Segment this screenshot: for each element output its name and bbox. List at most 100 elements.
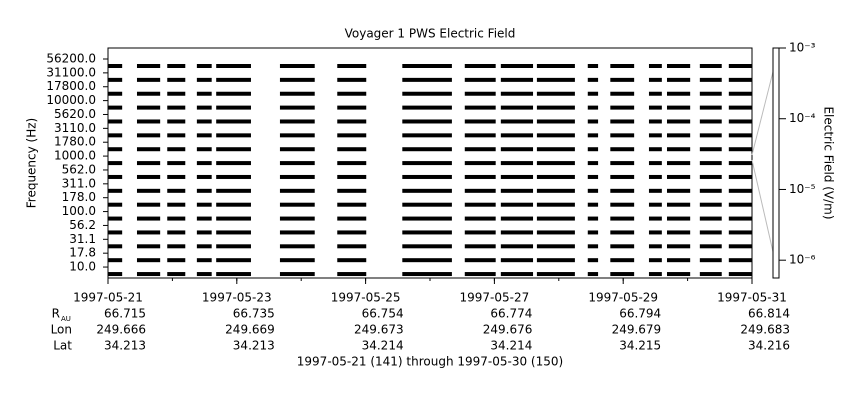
data-strip (337, 119, 367, 124)
y-tick-label: 5620.0 (54, 107, 96, 121)
y-tick-label: 31100.0 (46, 65, 96, 79)
data-strip (337, 133, 367, 138)
data-strip (196, 147, 212, 152)
data-strip (648, 91, 662, 96)
data-strip (196, 216, 212, 221)
data-strip (337, 244, 367, 249)
data-strip (500, 64, 534, 68)
data-strip (587, 202, 599, 207)
data-strip (337, 161, 367, 166)
data-strip (136, 161, 161, 166)
ephemeris-value: 66.794 (619, 307, 661, 321)
data-strip (648, 272, 662, 277)
data-strip (587, 105, 599, 110)
x-tick-label: 1997-05-29 (588, 291, 658, 305)
ephemeris-value: 34.215 (619, 339, 661, 353)
y-tick-label: 10000.0 (46, 93, 96, 107)
data-strip (136, 272, 161, 277)
data-strip (666, 202, 691, 207)
data-strip (108, 133, 123, 138)
caption: 1997-05-21 (141) through 1997-05-30 (150… (297, 355, 563, 369)
data-strip (279, 77, 315, 82)
data-strip (196, 105, 212, 110)
y-tick-label: 17800.0 (46, 79, 96, 93)
data-strip (337, 64, 367, 68)
data-strip (136, 119, 161, 124)
data-strip (587, 119, 599, 124)
data-strip (464, 133, 496, 138)
data-strip (337, 202, 367, 207)
data-strip (536, 161, 575, 166)
data-strip (666, 230, 691, 235)
data-strip (136, 64, 161, 68)
data-strip (337, 258, 367, 263)
data-strip (500, 230, 534, 235)
data-strip (136, 77, 161, 82)
data-strip (536, 147, 575, 152)
data-strip (337, 230, 367, 235)
data-strip (402, 174, 452, 179)
data-strip (196, 244, 212, 249)
data-strip (728, 174, 752, 179)
y-tick-label: 100.0 (62, 204, 96, 218)
data-strip (196, 272, 212, 277)
data-strip (648, 119, 662, 124)
data-strip (648, 174, 662, 179)
data-strip (108, 147, 123, 152)
data-strip (728, 119, 752, 124)
data-strip (464, 161, 496, 166)
data-strip (216, 133, 251, 138)
ephemeris-value: 249.666 (96, 323, 146, 337)
data-strip (666, 244, 691, 249)
data-strip (464, 216, 496, 221)
data-strip (337, 174, 367, 179)
colorbar (772, 47, 780, 279)
data-strip (728, 105, 752, 110)
data-strip (279, 64, 315, 68)
data-strip (699, 91, 722, 96)
y-tick-label: 17.8 (69, 246, 96, 260)
data-strip (536, 188, 575, 193)
data-strip (500, 105, 534, 110)
data-strip (536, 258, 575, 263)
data-strip (279, 272, 315, 277)
data-strip (536, 272, 575, 277)
data-strip (167, 230, 186, 235)
data-strip (402, 105, 452, 110)
data-strip (136, 244, 161, 249)
ephemeris-value: 249.669 (225, 323, 275, 337)
data-strip (610, 258, 635, 263)
data-strip (167, 147, 186, 152)
y-tick-label: 1000.0 (54, 149, 96, 163)
data-strip (167, 105, 186, 110)
data-strip (536, 230, 575, 235)
data-strip (167, 258, 186, 263)
data-strip (279, 105, 315, 110)
data-strip (216, 119, 251, 124)
data-strip (402, 244, 452, 249)
y-tick-label: 562.0 (62, 162, 96, 176)
y2-tick-label: 10⁻⁶ (789, 253, 816, 267)
data-strip (666, 64, 691, 68)
data-strip (728, 272, 752, 277)
data-strip (167, 216, 186, 221)
data-strip (216, 91, 251, 96)
y-axis-label: Frequency (Hz) (25, 118, 39, 209)
data-strip (728, 147, 752, 152)
data-strip (728, 202, 752, 207)
data-strip (610, 119, 635, 124)
data-strip (728, 258, 752, 263)
data-strip (136, 258, 161, 263)
data-strip (699, 272, 722, 277)
data-strip (108, 64, 123, 68)
y2-tick-label: 10⁻³ (789, 41, 816, 55)
y-tick-label: 10.0 (69, 260, 96, 274)
data-strip (728, 77, 752, 82)
ephemeris-value: 249.679 (612, 323, 662, 337)
data-strip (500, 161, 534, 166)
data-strip (699, 77, 722, 82)
data-strip (666, 161, 691, 166)
data-strip (464, 147, 496, 152)
data-strip (648, 188, 662, 193)
data-strip (587, 133, 599, 138)
